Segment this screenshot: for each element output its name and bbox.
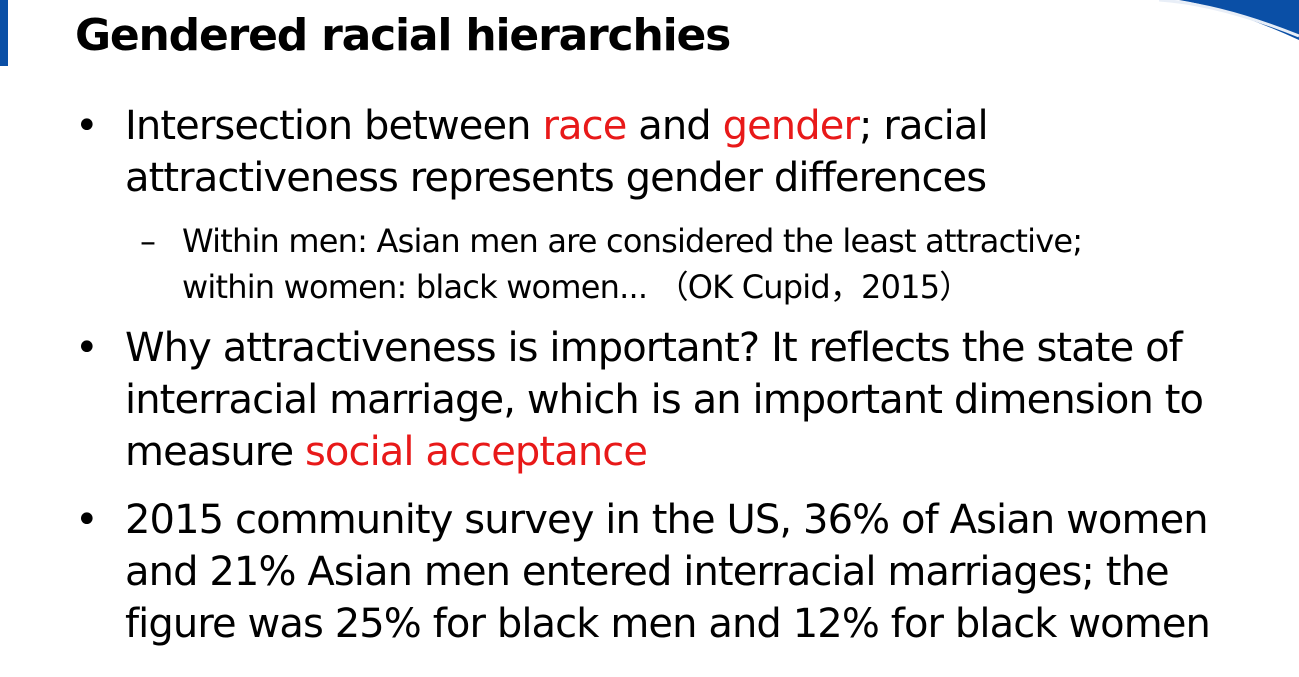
slide-title: Gendered racial hierarchies (75, 10, 731, 61)
corner-decoration (1159, 0, 1299, 40)
sub-bullet-line-1: Within men: Asian men are considered the… (182, 222, 1083, 260)
text-segment: and (626, 103, 723, 149)
bullet-2-line-3: measure social acceptance (125, 426, 1203, 478)
bullet-marker: • (75, 103, 99, 149)
bullet-marker: • (75, 325, 99, 371)
bullet-3-line-2: and 21% Asian men entered interracial ma… (125, 549, 1170, 595)
text-segment: Intersection between (125, 103, 543, 149)
sub-bullet-1-text: Within men: Asian men are considered the… (182, 218, 1083, 310)
sub-bullet-marker: – (140, 222, 156, 260)
bullet-3-line-1: 2015 community survey in the US, 36% of … (125, 497, 1209, 543)
bullet-2-text: Why attractiveness is important? It refl… (125, 322, 1204, 478)
bullet-1-text: Intersection between race and gender; ra… (125, 100, 989, 204)
bullet-2-line-1: Why attractiveness is important? It refl… (125, 325, 1183, 371)
sub-bullet-line-2: within women: black women... （OK Cupid，2… (182, 268, 971, 306)
bullet-2-line-2: interracial marriage, which is an import… (125, 377, 1204, 423)
emphasis-race: race (542, 103, 627, 149)
bullet-3-line-3: figure was 25% for black men and 12% for… (125, 601, 1211, 647)
bullet-1-line-1: Intersection between race and gender; ra… (125, 100, 989, 152)
emphasis-gender: gender (722, 103, 860, 149)
text-segment: ; racial (859, 103, 989, 149)
text-segment: measure (125, 429, 305, 475)
emphasis-social-acceptance: social acceptance (304, 429, 648, 475)
bullet-1-line-2: attractiveness represents gender differe… (125, 155, 987, 201)
left-accent-bar (0, 0, 8, 66)
bullet-3-text: 2015 community survey in the US, 36% of … (125, 494, 1211, 650)
bullet-marker: • (75, 497, 99, 543)
